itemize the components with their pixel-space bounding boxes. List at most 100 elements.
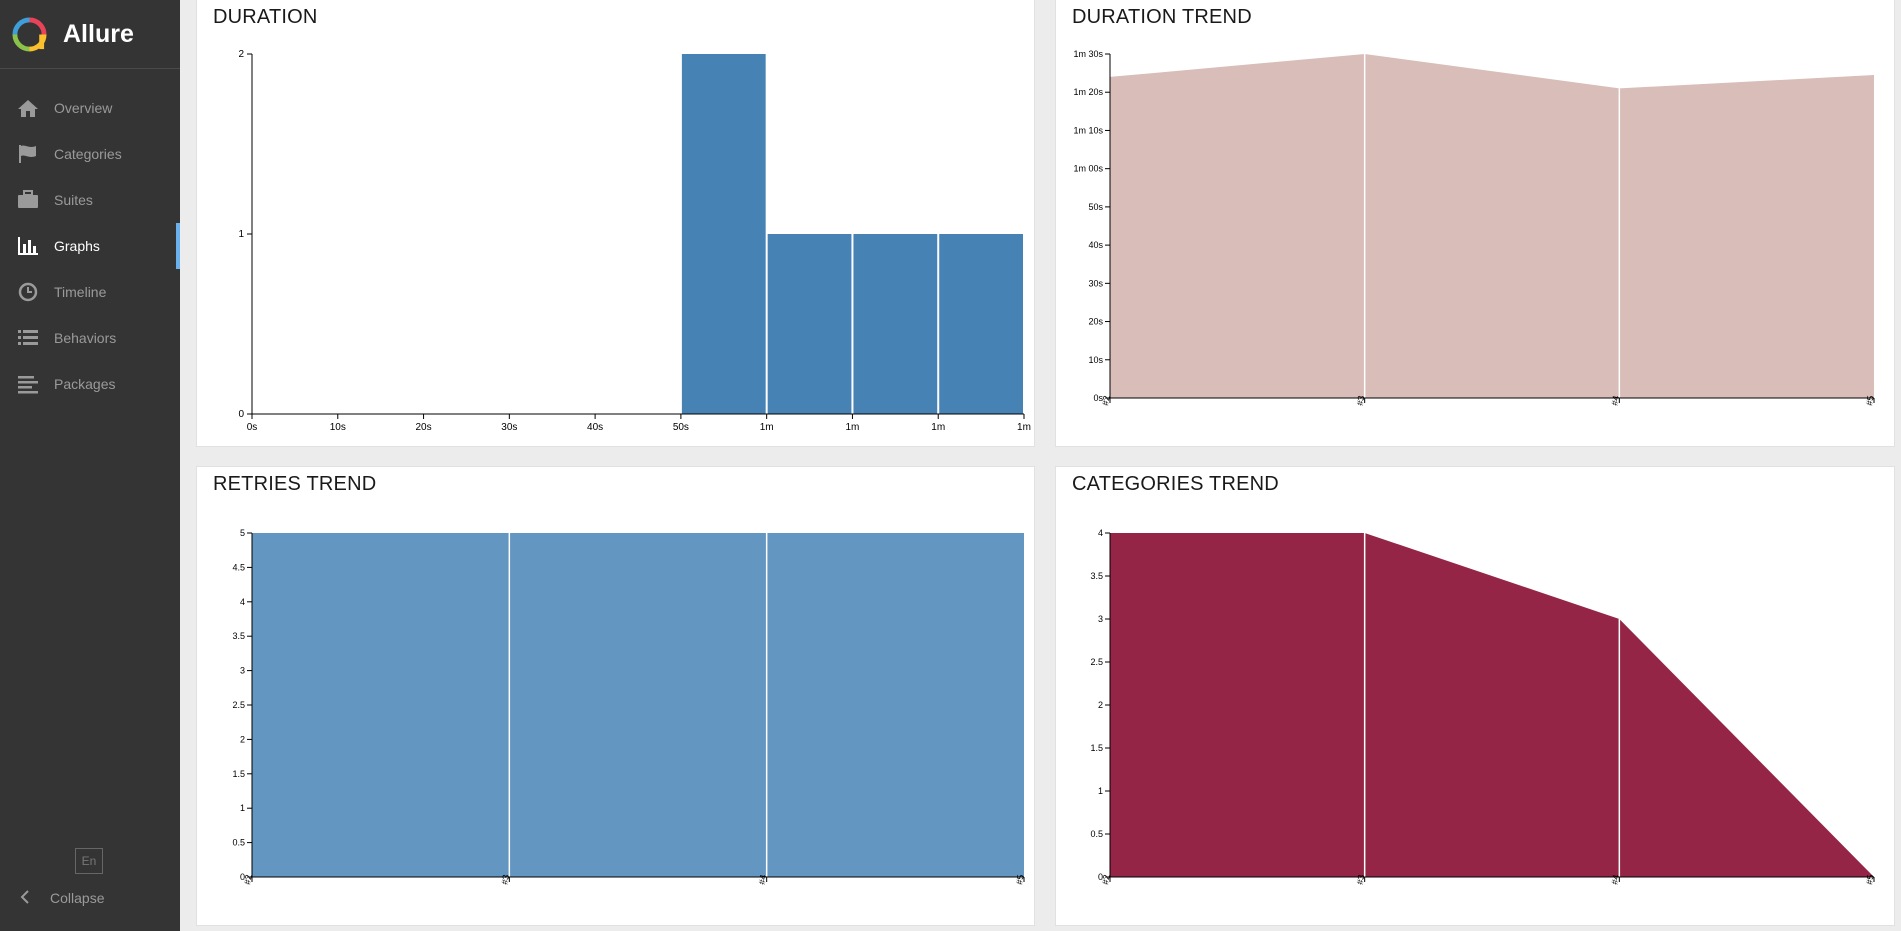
flag-icon — [17, 144, 39, 164]
widget-title: CATEGORIES TREND — [1072, 473, 1279, 495]
x-tick-label: #4 — [1609, 395, 1621, 407]
x-tick-label: #5 — [1864, 395, 1876, 407]
x-tick-label: #3 — [499, 874, 511, 886]
y-tick-label: 1m 20s — [1073, 87, 1103, 97]
list-icon — [17, 328, 39, 348]
brand[interactable]: Allure — [0, 0, 180, 69]
duration-widget: DURATION 0 1 2 0s 10s 20s 30s 40s 50s 1m 1m 1m 1m — [196, 0, 1035, 447]
y-tick-label: 0.5 — [232, 838, 245, 848]
trend-area — [252, 533, 1024, 877]
x-tick-label: 1m — [931, 422, 945, 433]
sidebar-item-label: Behaviors — [54, 330, 117, 346]
sidebar-item-categories[interactable]: Categories — [0, 131, 180, 177]
y-tick-label: 5 — [240, 528, 245, 538]
sidebar-item-graphs[interactable]: Graphs — [0, 223, 180, 269]
y-tick-label: 10s — [1088, 355, 1103, 365]
x-tick-label: 1m — [1017, 422, 1031, 433]
trend-area — [1110, 54, 1874, 398]
collapse-button[interactable]: Collapse — [0, 878, 180, 918]
sidebar-item-label: Timeline — [54, 284, 107, 300]
retries-trend-chart: 0 0.5 1 1.5 2 2.5 3 3.5 4 4.5 5 #2 #3 #4 #5 — [232, 528, 1026, 886]
allure-logo-icon — [12, 16, 47, 52]
x-tick-label: #3 — [1355, 874, 1367, 886]
sidebar-item-label: Suites — [54, 192, 93, 208]
y-tick-label: 40s — [1088, 240, 1103, 250]
categories-trend-chart: 0 0.5 1 1.5 2 2.5 3 3.5 4 #2 #3 #4 #5 — [1090, 528, 1876, 886]
y-tick-label: 2 — [1098, 700, 1103, 710]
sidebar-item-label: Graphs — [54, 238, 100, 254]
retries-trend-widget: RETRIES TREND 0 0.5 1 1.5 2 2.5 3 3.5 4 4.5 5 #2 #3 #… — [196, 466, 1035, 926]
y-tick-label: 20s — [1088, 317, 1103, 327]
x-tick-label: #3 — [1355, 395, 1367, 407]
histogram-bar — [767, 234, 852, 414]
y-tick-label: 4 — [1098, 528, 1103, 538]
y-tick-label: 1m 00s — [1073, 164, 1103, 174]
y-tick-label: 4 — [240, 597, 245, 607]
x-tick-label: 50s — [673, 422, 689, 433]
x-tick-label: #5 — [1014, 874, 1026, 886]
y-tick-label: 1.5 — [232, 769, 245, 779]
bar-chart-icon — [17, 236, 39, 256]
home-icon — [17, 98, 39, 118]
x-tick-label: #2 — [242, 874, 254, 886]
x-tick-label: 1m — [760, 422, 774, 433]
y-tick-label: 2.5 — [1090, 657, 1103, 667]
chevron-left-icon — [20, 889, 30, 907]
y-tick-label: 4.5 — [232, 562, 245, 572]
sidebar: Allure Overview Categories Suites — [0, 0, 180, 931]
y-tick-label: 2 — [240, 734, 245, 744]
histogram-bar — [939, 234, 1023, 414]
y-tick-label: 50s — [1088, 202, 1103, 212]
x-tick-label: #4 — [757, 874, 769, 886]
y-tick-label: 1m 10s — [1073, 125, 1103, 135]
y-tick-label: 1m 30s — [1073, 49, 1103, 59]
duration-trend-chart: 0s 10s 20s 30s 40s 50s 1m 00s 1m 10s 1m 20s 1m 30… — [1073, 49, 1876, 407]
trend-area — [1110, 533, 1874, 877]
y-tick-label: 0 — [238, 409, 244, 420]
brand-name: Allure — [63, 19, 134, 48]
language-selector[interactable]: En — [75, 848, 103, 874]
y-tick-label: 0 — [240, 872, 245, 882]
x-tick-label: #2 — [1100, 874, 1112, 886]
sidebar-item-label: Packages — [54, 376, 116, 392]
clock-icon — [17, 282, 39, 302]
y-tick-label: 0s — [1093, 393, 1103, 403]
widget-title: DURATION TREND — [1072, 6, 1252, 28]
x-tick-label: 1m — [845, 422, 859, 433]
categories-trend-widget: CATEGORIES TREND 0 0.5 1 1.5 2 2.5 3 3.5 4 #2 #3 #4… — [1055, 466, 1895, 926]
y-tick-label: 3.5 — [1090, 571, 1103, 581]
sidebar-item-packages[interactable]: Packages — [0, 361, 180, 407]
collapse-label: Collapse — [50, 890, 105, 906]
x-tick-label: #5 — [1864, 874, 1876, 886]
histogram-bar — [853, 234, 938, 414]
y-tick-label: 3 — [240, 666, 245, 676]
y-tick-label: 1 — [240, 803, 245, 813]
x-tick-label: 0s — [247, 422, 258, 433]
duration-trend-widget: DURATION TREND 0s 10s 20s 30s 40s 50s 1m 00s 1m… — [1055, 0, 1895, 447]
y-tick-label: 1 — [1098, 786, 1103, 796]
sidebar-item-overview[interactable]: Overview — [0, 85, 180, 131]
x-tick-label: 10s — [330, 422, 346, 433]
sidebar-item-timeline[interactable]: Timeline — [0, 269, 180, 315]
y-tick-label: 30s — [1088, 278, 1103, 288]
sidebar-item-suites[interactable]: Suites — [0, 177, 180, 223]
x-tick-label: #4 — [1609, 874, 1621, 886]
align-left-icon — [17, 374, 39, 394]
x-tick-label: 30s — [501, 422, 517, 433]
y-tick-label: 1.5 — [1090, 743, 1103, 753]
y-tick-label: 1 — [238, 229, 244, 240]
x-tick-label: 20s — [415, 422, 431, 433]
x-tick-label: #2 — [1100, 395, 1112, 407]
histogram-bar — [681, 54, 766, 414]
sidebar-item-label: Overview — [54, 100, 113, 116]
briefcase-icon — [17, 190, 39, 210]
sidebar-item-label: Categories — [54, 146, 122, 162]
widget-title: DURATION — [213, 6, 318, 28]
y-tick-label: 3 — [1098, 614, 1103, 624]
y-tick-label: 0.5 — [1090, 829, 1103, 839]
y-tick-label: 2.5 — [232, 700, 245, 710]
sidebar-item-behaviors[interactable]: Behaviors — [0, 315, 180, 361]
y-tick-label: 3.5 — [232, 631, 245, 641]
x-tick-label: 40s — [587, 422, 603, 433]
